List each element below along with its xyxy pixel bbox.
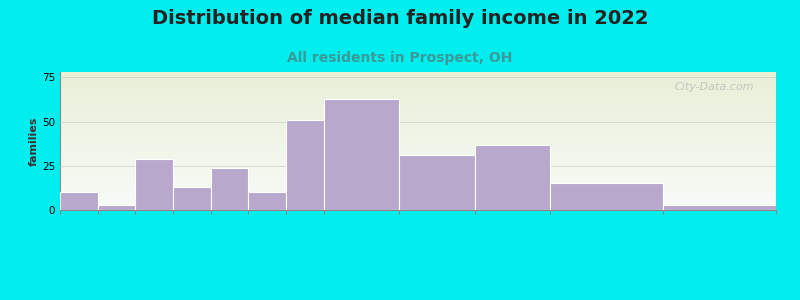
Bar <box>173 187 210 210</box>
Bar <box>550 184 663 210</box>
Bar <box>474 145 550 210</box>
Bar <box>399 155 474 210</box>
Bar <box>249 192 286 210</box>
Text: Distribution of median family income in 2022: Distribution of median family income in … <box>152 9 648 28</box>
Text: City-Data.com: City-Data.com <box>675 82 754 92</box>
Bar <box>286 120 324 210</box>
Y-axis label: families: families <box>29 116 39 166</box>
Bar <box>210 167 249 210</box>
Bar <box>135 159 173 210</box>
Bar <box>98 205 135 210</box>
Bar <box>60 192 98 210</box>
Text: All residents in Prospect, OH: All residents in Prospect, OH <box>287 51 513 65</box>
Bar <box>324 98 399 210</box>
Bar <box>663 205 776 210</box>
